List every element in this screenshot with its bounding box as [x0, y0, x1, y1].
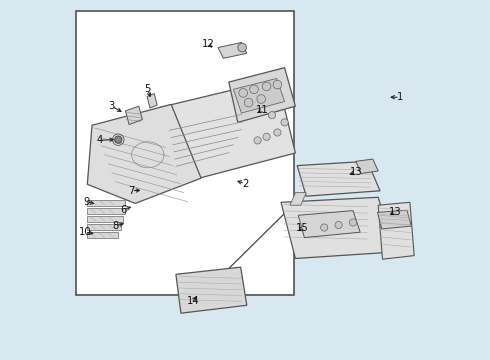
Circle shape: [238, 43, 246, 52]
Text: 1: 1: [396, 92, 403, 102]
Circle shape: [335, 221, 342, 229]
Text: 9: 9: [83, 197, 90, 207]
Polygon shape: [176, 267, 247, 313]
Circle shape: [281, 119, 288, 126]
Bar: [87, 208, 125, 214]
Circle shape: [115, 136, 122, 143]
Circle shape: [254, 137, 261, 144]
Circle shape: [269, 112, 275, 119]
Polygon shape: [87, 104, 201, 203]
Text: 4: 4: [96, 135, 102, 145]
Text: 2: 2: [242, 179, 248, 189]
Polygon shape: [147, 94, 157, 108]
Circle shape: [262, 82, 271, 91]
Polygon shape: [229, 68, 295, 122]
Bar: [87, 224, 121, 230]
Polygon shape: [160, 79, 295, 184]
Text: 6: 6: [121, 204, 127, 215]
Text: 12: 12: [202, 39, 215, 49]
Polygon shape: [297, 161, 380, 196]
Circle shape: [239, 89, 247, 97]
Text: 10: 10: [78, 227, 91, 237]
Polygon shape: [290, 193, 306, 205]
Circle shape: [245, 98, 253, 107]
Text: 15: 15: [296, 222, 309, 233]
Bar: [87, 216, 123, 222]
Polygon shape: [233, 78, 285, 113]
Polygon shape: [125, 106, 143, 125]
Circle shape: [320, 224, 328, 231]
Text: 11: 11: [256, 105, 269, 115]
Circle shape: [274, 129, 281, 136]
Bar: [87, 232, 118, 238]
Text: 14: 14: [187, 296, 199, 306]
Circle shape: [349, 219, 357, 226]
Text: 8: 8: [112, 221, 119, 231]
Text: 13: 13: [389, 207, 402, 217]
Text: 7: 7: [128, 186, 135, 196]
Polygon shape: [378, 202, 414, 259]
Text: 3: 3: [109, 101, 115, 111]
Polygon shape: [356, 159, 378, 174]
Circle shape: [263, 133, 270, 140]
Text: 5: 5: [145, 84, 151, 94]
Polygon shape: [281, 197, 394, 258]
Bar: [87, 200, 125, 206]
Circle shape: [250, 85, 258, 94]
Circle shape: [273, 80, 282, 89]
Polygon shape: [218, 42, 247, 58]
Text: 13: 13: [349, 167, 362, 177]
Bar: [76, 11, 294, 295]
Polygon shape: [298, 211, 360, 238]
Polygon shape: [377, 210, 411, 229]
Circle shape: [257, 95, 266, 103]
